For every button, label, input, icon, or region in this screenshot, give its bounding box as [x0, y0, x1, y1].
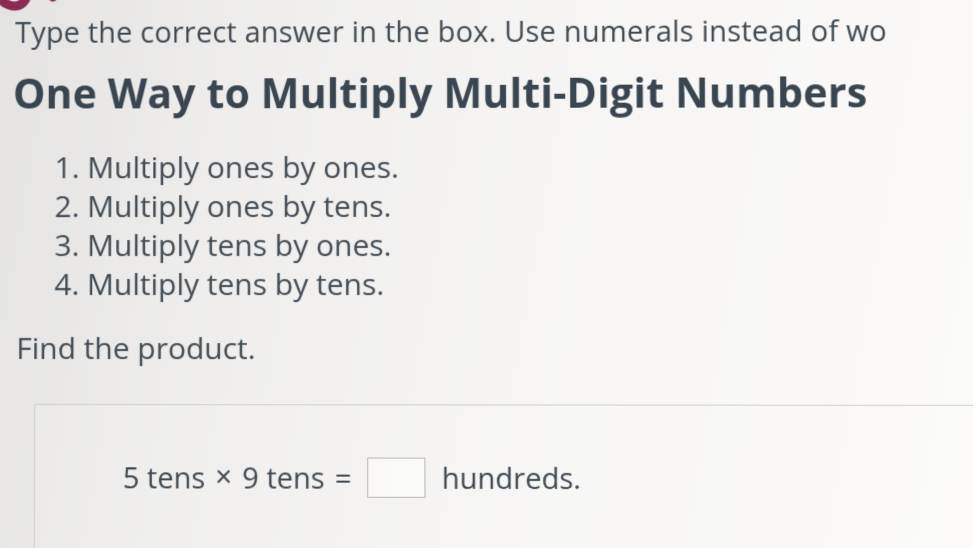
instruction-text: Type the correct answer in the box. Use …	[15, 11, 973, 52]
answer-input-box[interactable]	[367, 458, 425, 498]
find-product-prompt: Find the product.	[16, 327, 973, 369]
step-item: 2. Multiply ones by tens.	[54, 185, 973, 225]
equals-symbol: =	[335, 458, 352, 497]
answer-region: 5 tens × 9 tens = hundreds.	[34, 404, 973, 548]
steps-list: 1. Multiply ones by ones. 2. Multiply on…	[54, 146, 973, 303]
step-item: 1. Multiply ones by ones.	[55, 146, 973, 186]
equation-left-operand: 5 tens	[123, 458, 205, 497]
equation-right-operand: 9 tens	[242, 458, 325, 497]
brand-logo-icon	[0, 0, 57, 19]
multiply-symbol: ×	[215, 461, 232, 494]
worksheet-page: Type the correct answer in the box. Use …	[0, 0, 973, 548]
lesson-title: One Way to Multiply Multi-Digit Numbers	[13, 64, 973, 121]
equation-unit: hundreds.	[442, 458, 581, 497]
equation-row: 5 tens × 9 tens = hundreds.	[123, 457, 973, 499]
step-item: 4. Multiply tens by tens.	[54, 264, 973, 303]
step-item: 3. Multiply tens by ones.	[54, 225, 973, 264]
